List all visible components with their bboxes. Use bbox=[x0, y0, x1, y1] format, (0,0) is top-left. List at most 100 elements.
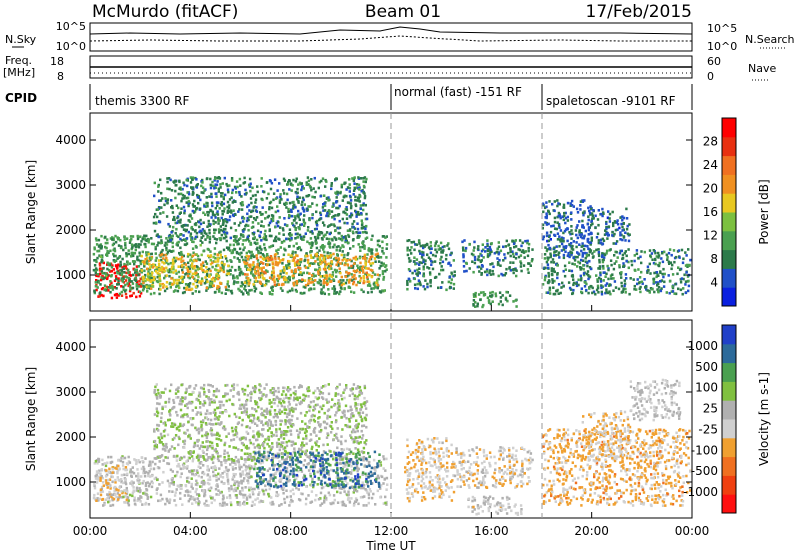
data-cell bbox=[293, 262, 297, 265]
data-cell bbox=[545, 216, 548, 220]
data-cell bbox=[503, 256, 507, 260]
data-cell bbox=[276, 189, 279, 192]
data-cell bbox=[663, 280, 666, 284]
data-cell bbox=[242, 479, 245, 483]
data-cell bbox=[430, 263, 433, 266]
data-cell bbox=[240, 482, 243, 485]
data-cell bbox=[105, 285, 108, 289]
data-cell bbox=[209, 258, 212, 262]
data-cell bbox=[589, 249, 593, 252]
data-cell bbox=[208, 224, 211, 228]
data-cell bbox=[184, 466, 187, 470]
data-cell bbox=[613, 254, 616, 257]
data-cell bbox=[360, 177, 363, 180]
data-cell bbox=[287, 207, 290, 211]
data-cell bbox=[478, 270, 481, 273]
data-cell bbox=[192, 251, 195, 255]
data-cell bbox=[191, 193, 194, 196]
data-cell bbox=[222, 265, 225, 268]
data-cell bbox=[225, 459, 228, 462]
data-cell bbox=[358, 475, 362, 479]
data-cell bbox=[433, 244, 437, 248]
data-cell bbox=[234, 489, 238, 492]
data-cell bbox=[305, 194, 308, 198]
data-cell bbox=[347, 461, 350, 465]
data-cell bbox=[299, 212, 302, 216]
data-cell bbox=[218, 177, 222, 180]
data-cell bbox=[350, 273, 353, 276]
data-cell bbox=[353, 227, 357, 230]
data-cell bbox=[265, 257, 268, 260]
data-cell bbox=[441, 281, 444, 284]
data-cell bbox=[120, 478, 123, 481]
data-cell bbox=[207, 248, 211, 252]
data-cell bbox=[229, 269, 232, 272]
data-cell bbox=[113, 254, 116, 258]
data-cell bbox=[191, 240, 194, 243]
data-cell bbox=[190, 225, 194, 229]
data-cell bbox=[200, 191, 203, 194]
data-cell bbox=[381, 240, 384, 244]
data-cell bbox=[183, 194, 186, 198]
data-cell bbox=[111, 288, 115, 291]
data-cell bbox=[92, 268, 96, 272]
data-cell bbox=[303, 221, 307, 225]
data-cell bbox=[246, 216, 249, 220]
data-cell bbox=[339, 458, 342, 462]
data-cell bbox=[262, 492, 266, 496]
data-cell bbox=[338, 219, 341, 223]
data-cell bbox=[334, 214, 337, 217]
data-cell bbox=[281, 283, 285, 286]
data-cell bbox=[334, 486, 337, 490]
data-cell bbox=[128, 461, 132, 464]
data-cell bbox=[159, 252, 163, 255]
data-cell bbox=[670, 267, 673, 271]
data-cell bbox=[160, 265, 164, 269]
data-cell bbox=[565, 245, 568, 248]
data-cell bbox=[100, 234, 103, 238]
data-cell bbox=[572, 278, 575, 281]
data-cell bbox=[346, 186, 350, 189]
data-cell bbox=[376, 254, 380, 258]
data-cell bbox=[236, 480, 239, 483]
data-cell bbox=[601, 214, 604, 218]
data-cell bbox=[132, 291, 135, 295]
data-cell bbox=[132, 490, 136, 493]
data-cell bbox=[234, 467, 237, 470]
data-cell bbox=[165, 285, 168, 288]
data-cell bbox=[153, 229, 157, 233]
data-cell bbox=[307, 282, 310, 285]
data-cell bbox=[352, 282, 355, 286]
data-cell bbox=[197, 503, 200, 507]
data-cell bbox=[346, 253, 349, 257]
data-cell bbox=[258, 500, 261, 504]
data-cell bbox=[307, 277, 311, 280]
data-cell bbox=[584, 256, 587, 260]
data-cell bbox=[163, 269, 166, 273]
data-cell bbox=[252, 492, 255, 496]
data-cell bbox=[235, 275, 239, 278]
data-cell bbox=[440, 286, 443, 289]
data-cell bbox=[271, 278, 275, 281]
data-cell bbox=[174, 289, 177, 292]
data-cell bbox=[176, 241, 179, 245]
data-cell bbox=[561, 215, 564, 218]
data-cell bbox=[201, 279, 204, 283]
data-cell bbox=[339, 262, 342, 265]
data-cell bbox=[192, 259, 196, 262]
data-cell bbox=[676, 272, 679, 276]
data-cell bbox=[195, 178, 198, 181]
data-cell bbox=[298, 267, 302, 270]
data-cell bbox=[578, 229, 581, 232]
data-cell bbox=[553, 220, 557, 224]
data-cell bbox=[159, 241, 162, 245]
data-cell bbox=[449, 264, 452, 267]
data-cell bbox=[549, 255, 552, 259]
data-cell bbox=[548, 286, 552, 290]
data-cell bbox=[486, 239, 489, 242]
data-cell bbox=[198, 220, 201, 224]
data-cell bbox=[179, 467, 182, 471]
data-cell bbox=[408, 239, 411, 242]
data-cell bbox=[240, 284, 243, 288]
data-cell bbox=[107, 268, 111, 272]
